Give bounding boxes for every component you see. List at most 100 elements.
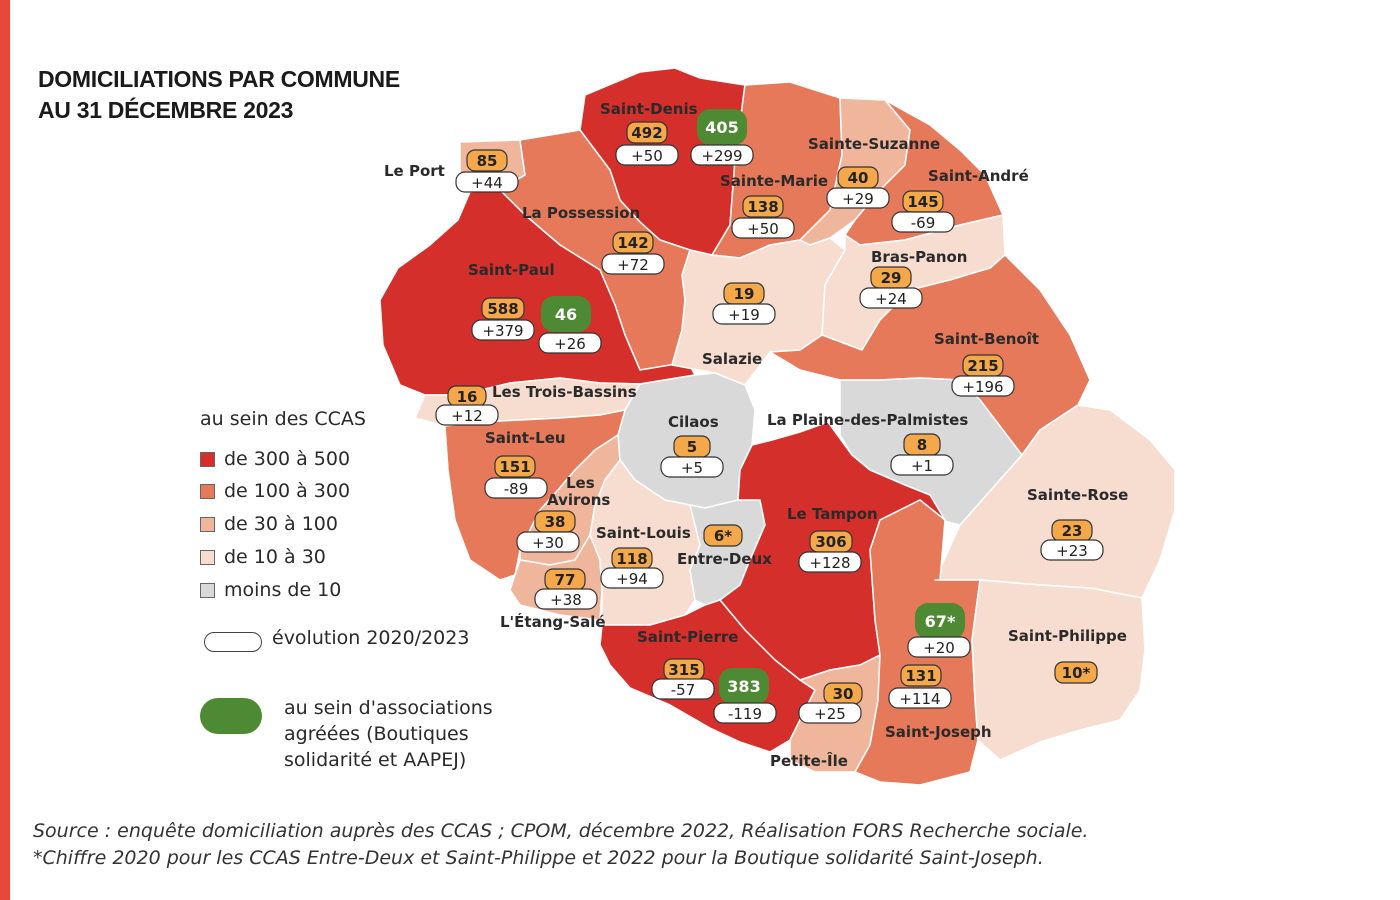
evolution-pill [890,454,954,476]
label-la-plaine-des-palmistes: La Plaine-des-Palmistes [767,411,968,429]
ccas-value: 10* [1062,664,1091,682]
commune-labels: Saint-Denis Le Port La Possession Sainte… [384,100,1128,770]
legend-assoc-label: au sein d'associations agréées (Boutique… [284,697,493,771]
ccas-pill [703,524,743,547]
pill-group-petite-ile: 30 +25 [798,682,863,724]
ccas-value: 8 [917,436,927,454]
evolution-value: -69 [911,214,936,232]
evolution-value: +50 [631,147,663,165]
ccas-value: 40 [848,169,869,187]
label-saint-philippe: Saint-Philippe [1008,627,1127,645]
pill-group-les-trois-bassins: 16 +12 [435,385,499,426]
ccas-pill [900,664,942,687]
evolution-value: +5 [681,459,703,477]
evolution-value: +24 [875,290,907,308]
ccas-pill [481,297,525,320]
ccas-value: 29 [881,269,902,287]
pill-group-sainte-rose: 23 +23 [1040,519,1104,561]
evolution-pill [1040,539,1104,561]
evolution-pill [951,375,1015,397]
title-line-2: AU 31 DÉCEMBRE 2023 [38,97,294,123]
label-les-avirons: Les Avirons [547,474,610,509]
pill-group-saint-paul: 588 +379 46 +26 [471,296,602,354]
pill-group-bras-panon: 29 +24 [859,266,923,309]
ccas-value: 85 [477,152,498,170]
pill-group-les-avirons: 38 +30 [516,510,580,553]
assoc-evolution-pill [907,636,971,658]
pill-group-saint-louis: 118 +94 [600,547,664,589]
ccas-pill [466,149,508,172]
legend-swatch [200,549,215,565]
ccas-value: 38 [545,513,566,531]
evolution-value: +12 [451,407,483,425]
ccas-value: 315 [668,661,699,679]
assoc-evolution-pill [713,702,777,724]
label-saint-pierre: Saint-Pierre [637,628,738,646]
evolution-pill [859,287,923,309]
evolution-pill [471,319,535,341]
legend-label: de 100 à 300 [224,480,351,502]
evolution-value: +72 [617,256,649,274]
assoc-evolution-value: +20 [923,639,955,657]
evolution-value: +25 [814,705,846,723]
evolution-pill [660,456,724,478]
evolution-pill [712,303,776,325]
source-line-1: Source : enquête domiciliation auprès de… [33,820,1089,842]
legend-swatch [200,582,215,598]
title-line-1: DOMICILIATIONS PAR COMMUNE [38,66,400,92]
ccas-value: 588 [487,300,518,318]
assoc-evolution-value: +26 [554,335,586,353]
pill-group-la-plaine-des-palmistes: 8 +1 [890,433,954,476]
evolution-pill [826,187,890,209]
pill-group-saint-pierre: 315 -57 383 -119 [651,658,777,724]
label-cilaos: Cilaos [668,413,719,431]
label-l-etang-sale: L'Étang-Salé [500,612,606,631]
pill-group-saint-joseph: 67* +20 131 +114 [888,603,971,709]
evolution-value: +1 [911,457,933,475]
evolution-pill [601,253,665,275]
ccas-value: 19 [734,285,755,303]
pill-group-saint-benoit: 215 +196 [951,354,1015,397]
legend-swatch [200,451,215,467]
label-entre-deux: Entre-Deux [677,550,772,568]
legend-label: moins de 10 [224,579,342,601]
evolution-pill [484,477,548,499]
label-les-avirons-line-2: Avirons [547,491,610,509]
pill-group-cilaos: 5 +5 [660,435,724,478]
map-title: DOMICILIATIONS PAR COMMUNE AU 31 DÉCEMBR… [38,64,400,126]
evolution-value: +196 [962,378,1003,396]
evolution-value: +94 [616,570,648,588]
ccas-value: 23 [1062,522,1083,540]
evolution-pill [455,171,519,193]
evolution-value: +23 [1056,542,1088,560]
pill-group-salazie: 19 +19 [712,282,776,325]
label-bras-panon: Bras-Panon [871,248,967,266]
evolution-pill [731,217,795,239]
legend-label: de 10 à 30 [224,546,326,568]
legend-swatch [200,516,215,532]
assoc-evolution-value: +299 [701,147,742,165]
pill-group-la-possession: 142 +72 [601,231,665,275]
ccas-value: 306 [815,533,846,551]
ccas-value: 215 [967,357,998,375]
assoc-pill [541,296,591,332]
ccas-value: 492 [631,124,662,142]
evolution-pill [888,687,952,709]
ccas-value: 16 [457,388,478,406]
label-saint-benoit: Saint-Benoît [934,330,1039,348]
ccas-value: 6* [714,527,732,545]
pill-group-saint-denis: 492 +50 405 +299 [615,109,754,166]
pill-group-le-tampon: 306 +128 [798,530,862,573]
ccas-pill [1054,661,1098,684]
evolution-value: +44 [471,174,503,192]
ccas-value: 77 [555,571,576,589]
source-line-2: *Chiffre 2020 pour les CCAS Entre-Deux e… [33,847,1044,869]
ccas-value: 145 [907,193,938,211]
accent-bar [0,0,10,900]
evolution-pill [651,678,715,700]
label-sainte-rose: Sainte-Rose [1027,486,1128,504]
label-saint-leu: Saint-Leu [485,429,566,447]
legend-item-100-300: de 100 à 300 [200,480,350,502]
legend-assoc-pill [200,698,262,734]
